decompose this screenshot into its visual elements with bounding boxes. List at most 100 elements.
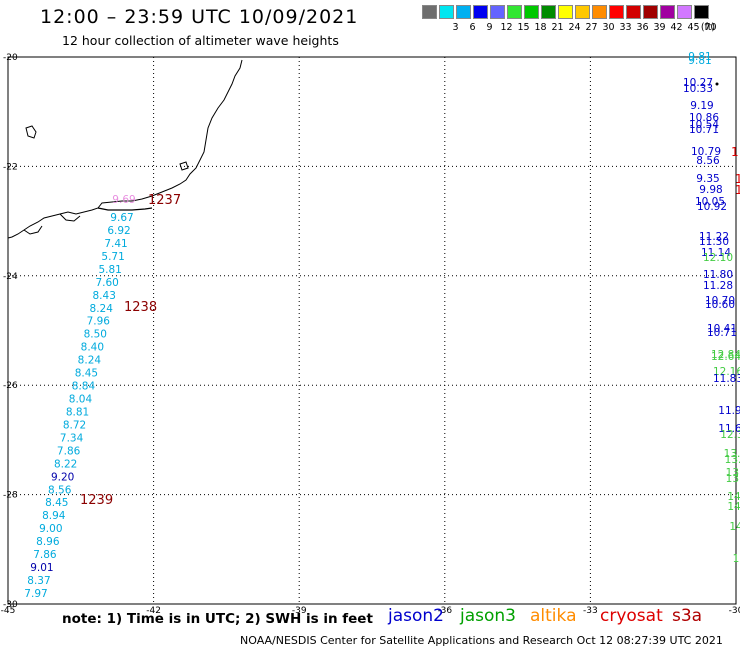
legend-label: 18	[534, 22, 547, 33]
x-tick-label: -39	[292, 606, 307, 616]
legend-label: 70	[704, 22, 717, 33]
wave-height-label: 7.34	[60, 432, 84, 444]
wave-height-label: 9.35	[696, 173, 719, 185]
legend-swatch	[541, 5, 556, 19]
wave-height-label: 8.40	[81, 342, 104, 354]
wave-height-label: 11.80	[703, 269, 733, 281]
wave-height-label: 9.81	[688, 55, 711, 67]
legend-swatch	[575, 5, 590, 19]
map-title: 12:00 – 23:59 UTC 10/09/2021	[40, 6, 359, 28]
island-shape	[179, 161, 189, 171]
legend-label: 36	[636, 22, 649, 33]
wave-height-label: 8.24	[78, 355, 102, 367]
legend-swatch	[524, 5, 539, 19]
wave-height-label: 13.	[725, 454, 740, 466]
legend-swatch	[660, 5, 675, 19]
legend-swatch	[592, 5, 607, 19]
wave-height-label: 7.96	[87, 316, 111, 328]
wave-height-label: 7.86	[57, 445, 81, 457]
x-tick-label: -42	[146, 606, 161, 616]
x-tick-label: -45	[1, 606, 16, 616]
legend-swatch	[643, 5, 658, 19]
wave-height-label: 8.94	[42, 510, 66, 522]
x-tick-label: -30	[729, 606, 740, 616]
wave-height-label: 10.54	[689, 119, 719, 131]
wave-height-label: 8.96	[36, 536, 60, 548]
wave-height-label: 8.04	[69, 394, 93, 406]
wave-height-label: 9.01	[30, 562, 53, 574]
wave-height-label: 8.24	[90, 303, 114, 315]
wave-height-label: 11.83	[713, 373, 740, 385]
legend-swatch	[473, 5, 488, 19]
wave-height-label: 11.22	[699, 231, 729, 243]
wave-height-label: 8.72	[63, 419, 86, 431]
wave-height-label: 5.81	[98, 264, 121, 276]
legend-swatch	[439, 5, 454, 19]
time-label: 1239	[80, 493, 113, 508]
coastline-bay	[97, 207, 153, 211]
legend-label: 39	[653, 22, 666, 33]
wave-height-label: 10.92	[697, 201, 727, 213]
track-point	[715, 82, 719, 86]
wave-height-label: 10.86	[689, 112, 719, 124]
wave-height-label: 8.81	[66, 406, 89, 418]
wave-height-label: 12.84	[711, 349, 740, 361]
legend-label: 42	[670, 22, 683, 33]
wave-height-label: 7.60	[95, 277, 118, 289]
wave-height-label: 12.16	[713, 366, 740, 378]
wave-height-label: 8.37	[27, 575, 50, 587]
legend-swatch	[694, 5, 709, 19]
legend-swatch	[558, 5, 573, 19]
legend-label: 12	[500, 22, 513, 33]
wave-height-label: 7.41	[104, 238, 127, 250]
footer-note: note: 1) Time is in UTC; 2) SWH is in fe…	[62, 611, 373, 627]
wave-height-label: 12.3	[720, 429, 740, 441]
legend-label: 30	[602, 22, 615, 33]
legend-swatch	[677, 5, 692, 19]
y-tick-label: -26	[3, 381, 18, 391]
time-label-clipped: 1	[731, 145, 739, 159]
y-tick-label: -30	[3, 600, 18, 610]
satellite-altika: altika	[530, 606, 577, 626]
wave-height-label: 9.00	[39, 523, 62, 535]
satellite-jason2: jason2	[388, 606, 444, 626]
legend-swatch	[507, 5, 522, 19]
wave-height-label: 7.86	[33, 549, 57, 561]
map-frame	[7, 56, 737, 605]
wave-height-label: 10.60	[705, 299, 735, 311]
legend-label: 3	[452, 22, 459, 33]
wave-height-label: 10.71	[707, 327, 737, 339]
wave-height-label: 11.14	[701, 247, 731, 259]
wave-height-label: 11.6	[718, 423, 740, 435]
legend-label: 24	[568, 22, 581, 33]
wave-height-label: 9.98	[699, 184, 722, 196]
y-tick-label: -28	[3, 491, 18, 501]
satellite-s3a: s3a	[672, 606, 703, 626]
wave-height-label: 10.33	[683, 83, 713, 95]
wave-height-label: 10.41	[707, 323, 737, 335]
wave-height-label: 14	[727, 491, 740, 503]
wave-height-label: 1	[733, 553, 740, 565]
wave-height-label: 10.79	[691, 146, 721, 158]
y-tick-label: -20	[3, 53, 18, 63]
wave-height-label: 14	[729, 521, 740, 533]
legend-label: 27	[585, 22, 598, 33]
footer-credit: NOAA/NESDIS Center for Satellite Applica…	[240, 634, 723, 647]
wave-height-label: 9.19	[690, 100, 713, 112]
island-shape	[23, 225, 43, 235]
island-shape	[59, 213, 81, 222]
x-tick-label: -33	[583, 606, 598, 616]
wave-height-label: 11.28	[703, 280, 733, 292]
satellite-cryosat: cryosat	[600, 606, 663, 626]
wave-height-label: 8.50	[84, 329, 107, 341]
y-tick-label: -24	[3, 272, 18, 282]
satellite-jason3: jason3	[460, 606, 516, 626]
wave-height-label: 6.92	[107, 225, 130, 237]
y-tick-label: -22	[3, 162, 18, 172]
map-subtitle: 12 hour collection of altimeter wave hei…	[62, 33, 339, 48]
wave-height-label: 13.	[724, 448, 740, 460]
wave-height-label: 8.45	[75, 368, 98, 380]
wave-height-label: 10.70	[705, 295, 735, 307]
wave-height-label: 8.45	[45, 497, 68, 509]
